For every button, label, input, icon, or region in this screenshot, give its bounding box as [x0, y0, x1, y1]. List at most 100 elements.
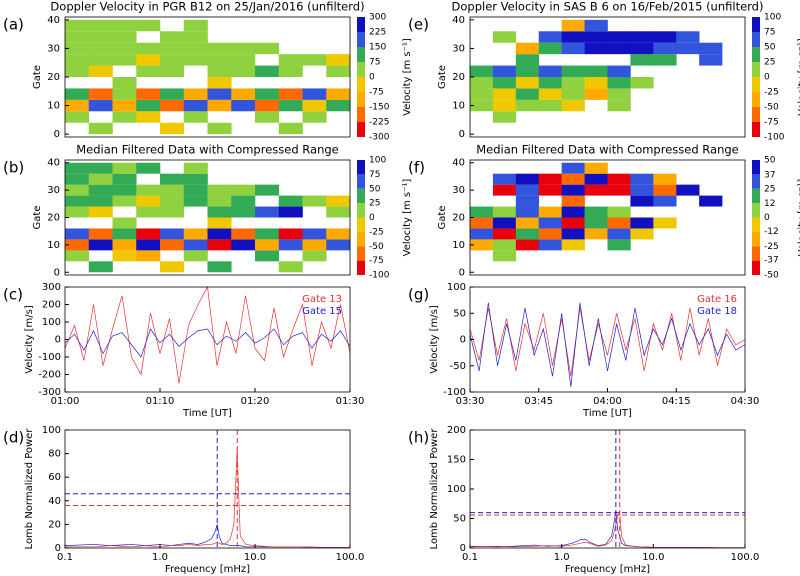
heat-cell	[326, 195, 351, 207]
heat-cell	[470, 65, 494, 77]
heat-cell	[278, 261, 303, 273]
heat-cell	[231, 195, 256, 207]
heat-cell	[326, 99, 351, 112]
heat-cell	[653, 217, 677, 229]
colorbar-tick-label: 50	[764, 43, 776, 53]
colorbar-tick-label: 100	[764, 13, 781, 23]
heat-cell	[160, 173, 185, 185]
heat-cell	[112, 31, 137, 43]
heat-cell	[584, 42, 608, 55]
heat-cell	[278, 195, 303, 207]
heat-cell	[160, 54, 185, 66]
colorbar-tick-label: 50	[369, 184, 381, 194]
data-line	[469, 307, 746, 377]
heat-cell	[231, 99, 256, 112]
heat-cell	[653, 54, 677, 66]
colorbar-tick-label: -25	[369, 227, 384, 237]
heat-cell	[326, 228, 351, 240]
heat-cell	[183, 250, 208, 262]
colorbar-tick-label: -75	[764, 118, 779, 128]
heat-cell	[538, 42, 562, 55]
heat-cell	[561, 88, 585, 100]
heat-cell	[88, 42, 113, 55]
heat-cell	[515, 239, 540, 251]
heat-cell	[160, 261, 185, 273]
heat-cell	[183, 19, 208, 32]
heat-cell	[515, 42, 540, 55]
data-line	[469, 511, 745, 549]
heat-cell	[231, 54, 256, 66]
heat-cell	[561, 217, 585, 229]
heat-cell	[160, 31, 185, 43]
heat-cell	[207, 54, 232, 66]
chart-title: Median Filtered Data with Compressed Ran…	[76, 143, 339, 157]
heat-cell	[538, 206, 562, 218]
heat-cell	[136, 162, 161, 174]
heat-cell	[584, 31, 608, 43]
heat-cell	[653, 173, 677, 185]
heat-cell	[326, 88, 351, 100]
y-tick-label: 20	[452, 213, 465, 224]
y-axis-label: Lomb Normalized Power	[429, 428, 440, 550]
x-tick-label: 100.0	[731, 552, 760, 563]
heat-cell	[160, 184, 185, 196]
x-tick-label: 1.0	[152, 552, 168, 563]
heat-cell	[515, 65, 540, 77]
colorbar-label: Velocity [m s⁻¹]	[402, 38, 413, 116]
heat-cell	[584, 162, 608, 174]
panel-label: (f)	[408, 159, 425, 177]
heat-cell	[160, 228, 185, 240]
y-axis-label: Velocity [m/s]	[429, 305, 440, 374]
heat-cell	[207, 77, 232, 89]
heat-cell	[538, 88, 562, 100]
heat-cell	[538, 99, 562, 112]
y-axis-label: Gate	[437, 65, 448, 89]
heat-cell	[231, 184, 256, 196]
heat-cell	[207, 65, 232, 77]
heat-cell	[584, 217, 608, 229]
heat-cell	[630, 184, 654, 196]
heat-cell	[136, 111, 161, 123]
heat-cell	[515, 228, 540, 240]
x-tick-label: 03:30	[456, 396, 485, 407]
heat-cell	[278, 54, 303, 66]
heat-cell	[65, 206, 90, 218]
heat-cell	[470, 77, 494, 89]
heat-cell	[183, 88, 208, 100]
colorbar-tick-label: -25	[764, 88, 779, 98]
panel-label: (b)	[3, 159, 24, 177]
colorbar-tick-label: -50	[764, 103, 779, 113]
heat-cell	[65, 195, 90, 207]
legend-entry: Gate 15	[302, 306, 342, 317]
y-tick-label: 100	[447, 282, 466, 293]
y-tick-label: 0	[54, 129, 60, 140]
heat-cell	[183, 111, 208, 123]
heat-cell	[538, 228, 562, 240]
heat-cell	[88, 173, 113, 185]
heat-cell	[302, 88, 327, 100]
heat-cell	[112, 239, 137, 251]
colorbar-tick-label: 100	[369, 156, 386, 166]
y-tick-label: 50	[453, 514, 466, 525]
y-tick-label: 30	[452, 185, 465, 196]
heat-cell	[88, 184, 113, 196]
heat-cell	[699, 195, 723, 207]
colorbar-tick-label: 0	[764, 213, 770, 223]
heat-cell	[470, 239, 494, 251]
panel-label: (c)	[3, 286, 23, 304]
heat-cell	[607, 42, 631, 55]
heat-cell	[607, 99, 631, 112]
x-tick-label: 03:45	[524, 396, 553, 407]
heat-cell	[492, 173, 517, 185]
heat-cell	[88, 261, 113, 273]
panel-label: (h)	[408, 429, 429, 447]
y-axis-label: Gate	[32, 206, 43, 230]
heat-cell	[515, 184, 540, 196]
heat-cell	[561, 77, 585, 89]
heat-cell	[183, 99, 208, 112]
heat-cell	[584, 19, 608, 32]
heat-cell	[136, 228, 161, 240]
x-axis-label: Frequency [mHz]	[165, 564, 250, 575]
colorbar-segment	[752, 188, 760, 204]
heat-cell	[112, 162, 137, 174]
